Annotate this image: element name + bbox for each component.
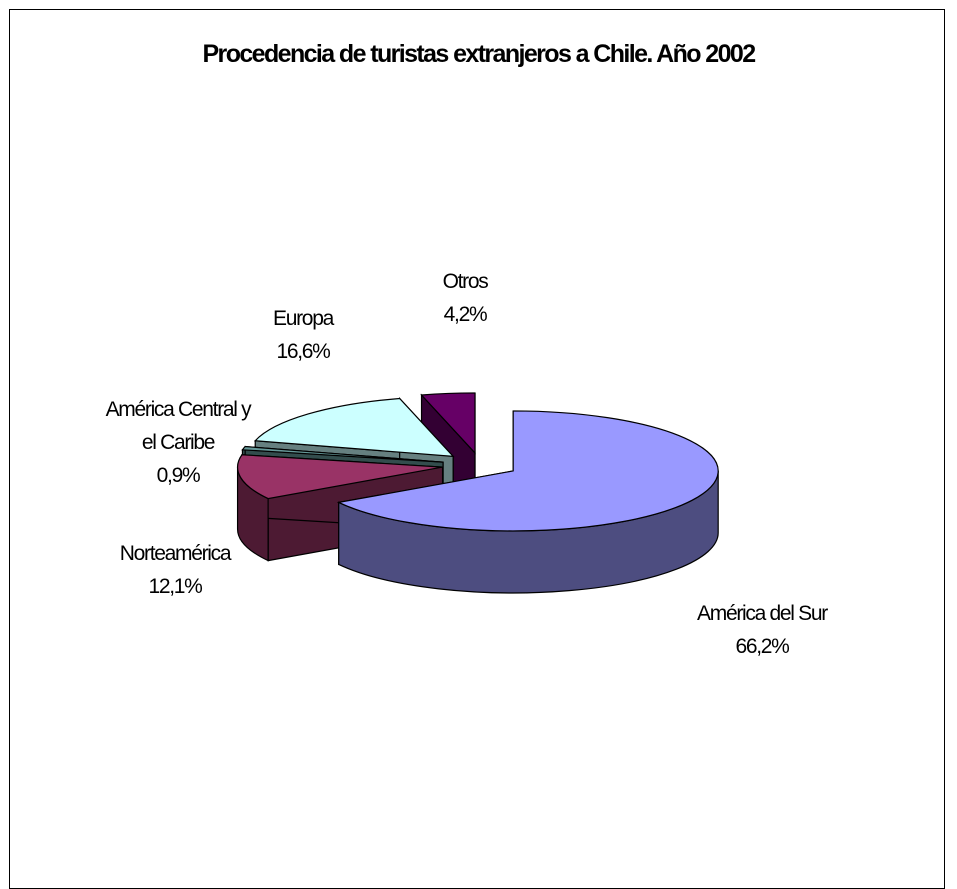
data-label-line: 66,2% <box>735 635 789 658</box>
slice-top-america-del-sur <box>336 410 719 532</box>
data-label: Otros 4,2% <box>443 270 489 326</box>
data-label-line: el Caribe <box>142 431 215 454</box>
data-label-line: 16,6% <box>276 340 330 363</box>
data-label: América del Sur 66,2% <box>697 602 828 658</box>
chart-title: Procedencia de turistas extranjeros a Ch… <box>202 40 756 68</box>
data-label: América Central y el Caribe 0,9% <box>106 398 253 487</box>
data-label-line: Norteamérica <box>120 542 232 565</box>
data-label-line: Otros <box>443 270 489 293</box>
data-label-line: 12,1% <box>148 575 202 598</box>
data-label-line: América del Sur <box>697 602 828 625</box>
data-label-line: 4,2% <box>444 303 487 326</box>
data-label: Norteamérica 12,1% <box>120 542 232 598</box>
chart-frame <box>9 9 945 889</box>
data-label-line: 0,9% <box>157 464 200 487</box>
pie-chart: América del Sur 66,2% Norteamérica 12,1% Amé… <box>106 270 830 658</box>
slice-top-norteamerica <box>236 454 443 500</box>
data-label-line: América Central y <box>106 398 253 421</box>
data-label: Europa 16,6% <box>273 307 335 363</box>
slice-top-europa <box>253 397 455 458</box>
slice-top-america-central-y-el-caribe <box>241 445 444 463</box>
slice-top-otros <box>420 392 476 455</box>
data-label-line: Europa <box>273 307 335 330</box>
